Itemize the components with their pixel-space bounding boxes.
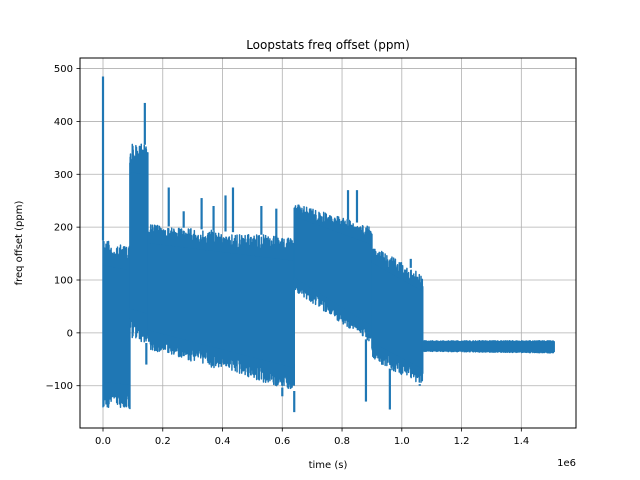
x-tick-label: 1.0 [394,436,410,447]
y-tick-label: 300 [54,170,73,181]
y-axis-label: freq offset (ppm) [14,201,25,286]
series-segment-body [147,243,295,369]
axis-ticks: 0.0 0.2 0.4 0.6 0.8 1.0 1.2 1.4 −100 0 100 200 300 40… [46,64,530,447]
x-axis-label: time (s) [309,460,348,471]
y-tick-label: 100 [54,276,73,287]
series-segment-body [129,171,148,314]
x-tick-label: 0.6 [274,436,290,447]
series-freq-offset [101,76,555,413]
y-tick-label: 500 [54,64,73,75]
chart-title: Loopstats freq offset (ppm) [246,38,410,52]
x-tick-label: 0.8 [334,436,350,447]
y-tick-label: 0 [67,328,73,339]
x-tick-label: 0.0 [95,436,111,447]
series-segment-body [422,342,555,352]
y-tick-label: 200 [54,223,73,234]
y-tick-label: 400 [54,117,73,128]
x-tick-label: 1.4 [513,436,529,447]
series-segment-body [103,265,130,385]
series-segment-body [294,216,372,326]
series-segment-body [371,262,423,370]
x-tick-label: 0.2 [155,436,171,447]
plot-frame [79,57,577,429]
x-tick-label: 1.2 [454,436,470,447]
x-tick-label: 0.4 [215,436,231,447]
y-tick-label: −100 [46,381,73,392]
x-axis-offset-text: 1e6 [557,458,576,469]
